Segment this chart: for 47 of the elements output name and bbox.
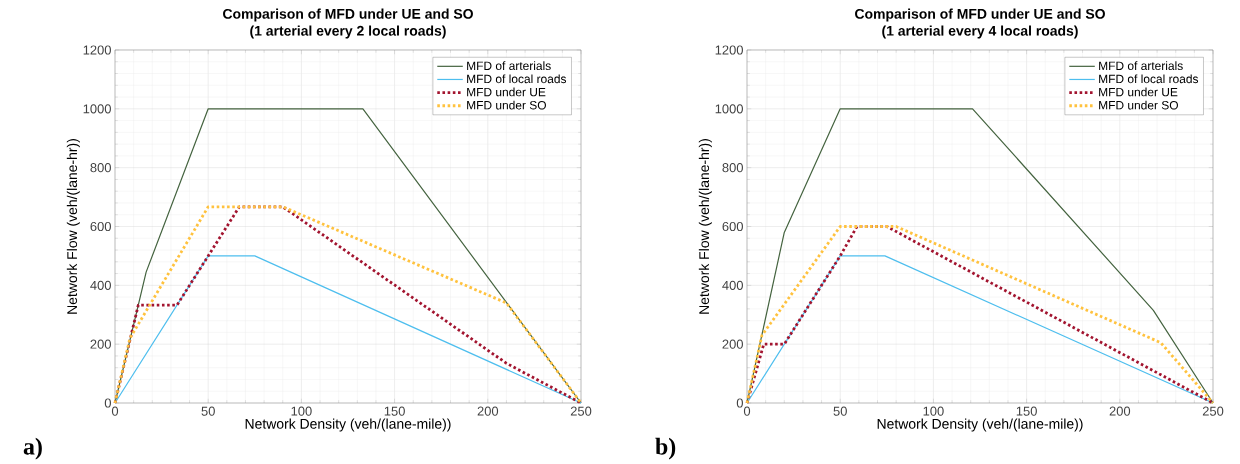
y-tick-label: 200 xyxy=(90,339,111,349)
legend-label: MFD under UE xyxy=(1099,87,1178,97)
x-tick-label: 50 xyxy=(201,406,215,416)
line-series xyxy=(113,205,583,405)
x-tick-label: 150 xyxy=(1016,406,1037,416)
x-tick-label: 100 xyxy=(923,406,944,416)
legend-label: MFD of local roads xyxy=(1099,74,1199,84)
y-tick-label: 1200 xyxy=(83,45,111,55)
y-tick-label: 800 xyxy=(90,163,111,173)
x-tick-label: 200 xyxy=(1109,406,1131,416)
x-tick-label: 250 xyxy=(570,406,592,416)
legend-label: MFD under UE xyxy=(467,87,546,97)
y-tick-label: 1200 xyxy=(715,45,743,55)
y-tick-label: 200 xyxy=(722,339,743,349)
line-series xyxy=(746,108,1214,404)
legend-label: MFD of arterials xyxy=(467,61,551,71)
text: b) xyxy=(655,437,676,460)
x-tick-label: 50 xyxy=(833,406,847,416)
y-axis-title: Network Flow (veh/(lane-hr)) xyxy=(66,139,80,314)
legend-label: MFD under SO xyxy=(1099,100,1178,110)
y-tick-label: 400 xyxy=(722,280,743,290)
y-tick-label: 1000 xyxy=(83,104,111,114)
y-tick-label: 800 xyxy=(722,163,743,173)
x-axis-title: Network Density (veh/(lane-mile)) xyxy=(877,418,1083,432)
y-tick-label: 0 xyxy=(736,398,743,408)
x-tick-label: 200 xyxy=(477,406,499,416)
legend-label: MFD of arterials xyxy=(1099,61,1183,71)
y-tick-label: 600 xyxy=(722,221,743,232)
x-axis-title: Network Density (veh/(lane-mile)) xyxy=(245,418,451,432)
line-series xyxy=(745,225,1215,405)
x-tick-label: 150 xyxy=(384,406,405,416)
y-tick-label: 400 xyxy=(90,280,111,290)
legend-label: MFD under SO xyxy=(467,100,546,110)
chart-subtitle: (1 arterial every 2 local roads) xyxy=(250,25,446,39)
y-tick-label: 1000 xyxy=(715,104,743,114)
y-tick-label: 0 xyxy=(104,398,111,408)
y-axis-title: Network Flow (veh/(lane-hr)) xyxy=(698,139,712,314)
x-tick-label: 0 xyxy=(111,406,119,416)
x-tick-label: 0 xyxy=(743,406,751,416)
y-tick-label: 600 xyxy=(90,221,111,232)
x-tick-label: 250 xyxy=(1202,406,1224,416)
chart-subtitle: (1 arterial every 4 local roads) xyxy=(882,25,1078,39)
chart-title: Comparison of MFD under UE and SO xyxy=(223,8,473,22)
legend-label: MFD of local roads xyxy=(467,74,567,84)
chart-title: Comparison of MFD under UE and SO xyxy=(855,8,1105,22)
text: a) xyxy=(23,437,42,460)
x-tick-label: 100 xyxy=(291,406,312,416)
